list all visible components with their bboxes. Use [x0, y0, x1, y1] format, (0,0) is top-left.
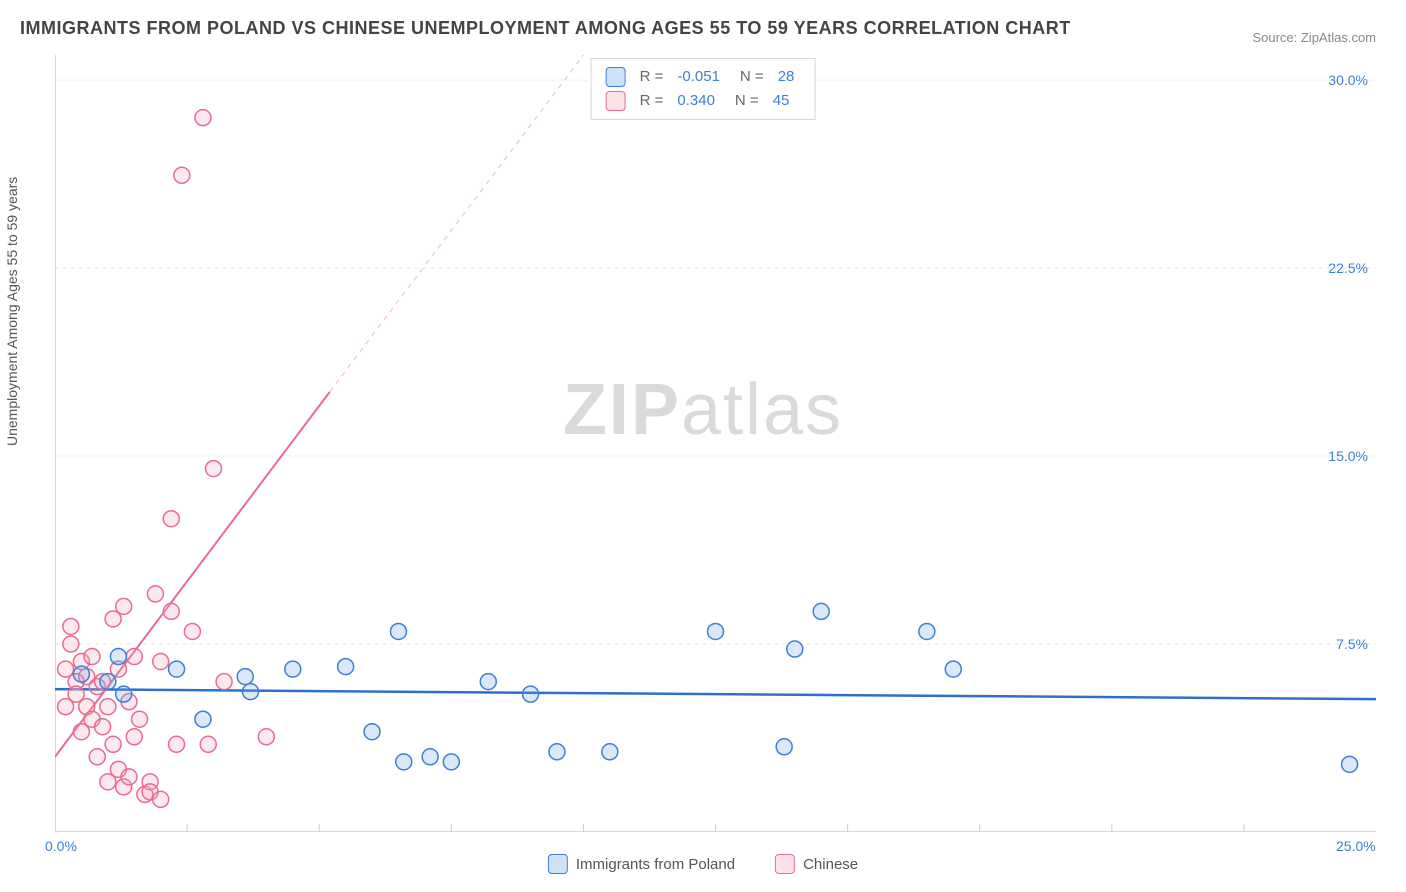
- legend-item-chinese: Chinese: [775, 854, 858, 874]
- scatter-plot: [55, 55, 1376, 832]
- swatch-poland: [606, 67, 626, 87]
- legend-label-chinese: Chinese: [803, 856, 858, 873]
- y-tick-label: 15.0%: [1328, 448, 1368, 464]
- swatch-poland-bottom: [548, 854, 568, 874]
- swatch-chinese: [606, 91, 626, 111]
- n-label-2: N =: [735, 89, 759, 113]
- y-tick-label: 7.5%: [1336, 636, 1368, 652]
- series-legend: Immigrants from Poland Chinese: [548, 854, 858, 874]
- r-value-1: -0.051: [677, 65, 720, 89]
- r-label-2: R =: [640, 89, 664, 113]
- n-label-1: N =: [740, 65, 764, 89]
- legend-row-1: R = -0.051 N = 28: [606, 65, 801, 89]
- legend-label-poland: Immigrants from Poland: [576, 856, 735, 873]
- n-value-1: 28: [778, 65, 795, 89]
- n-value-2: 45: [773, 89, 790, 113]
- chart-area: [55, 55, 1376, 832]
- swatch-chinese-bottom: [775, 854, 795, 874]
- r-label-1: R =: [640, 65, 664, 89]
- correlation-legend: R = -0.051 N = 28 R = 0.340 N = 45: [591, 58, 816, 120]
- source-attribution: Source: ZipAtlas.com: [1252, 30, 1376, 45]
- x-tick-label: 25.0%: [1336, 838, 1376, 854]
- y-tick-label: 22.5%: [1328, 260, 1368, 276]
- legend-item-poland: Immigrants from Poland: [548, 854, 735, 874]
- legend-row-2: R = 0.340 N = 45: [606, 89, 801, 113]
- x-tick-label: 0.0%: [45, 838, 77, 854]
- y-tick-label: 30.0%: [1328, 72, 1368, 88]
- y-axis-label: Unemployment Among Ages 55 to 59 years: [4, 177, 20, 446]
- r-value-2: 0.340: [677, 89, 715, 113]
- chart-title: IMMIGRANTS FROM POLAND VS CHINESE UNEMPL…: [20, 18, 1071, 39]
